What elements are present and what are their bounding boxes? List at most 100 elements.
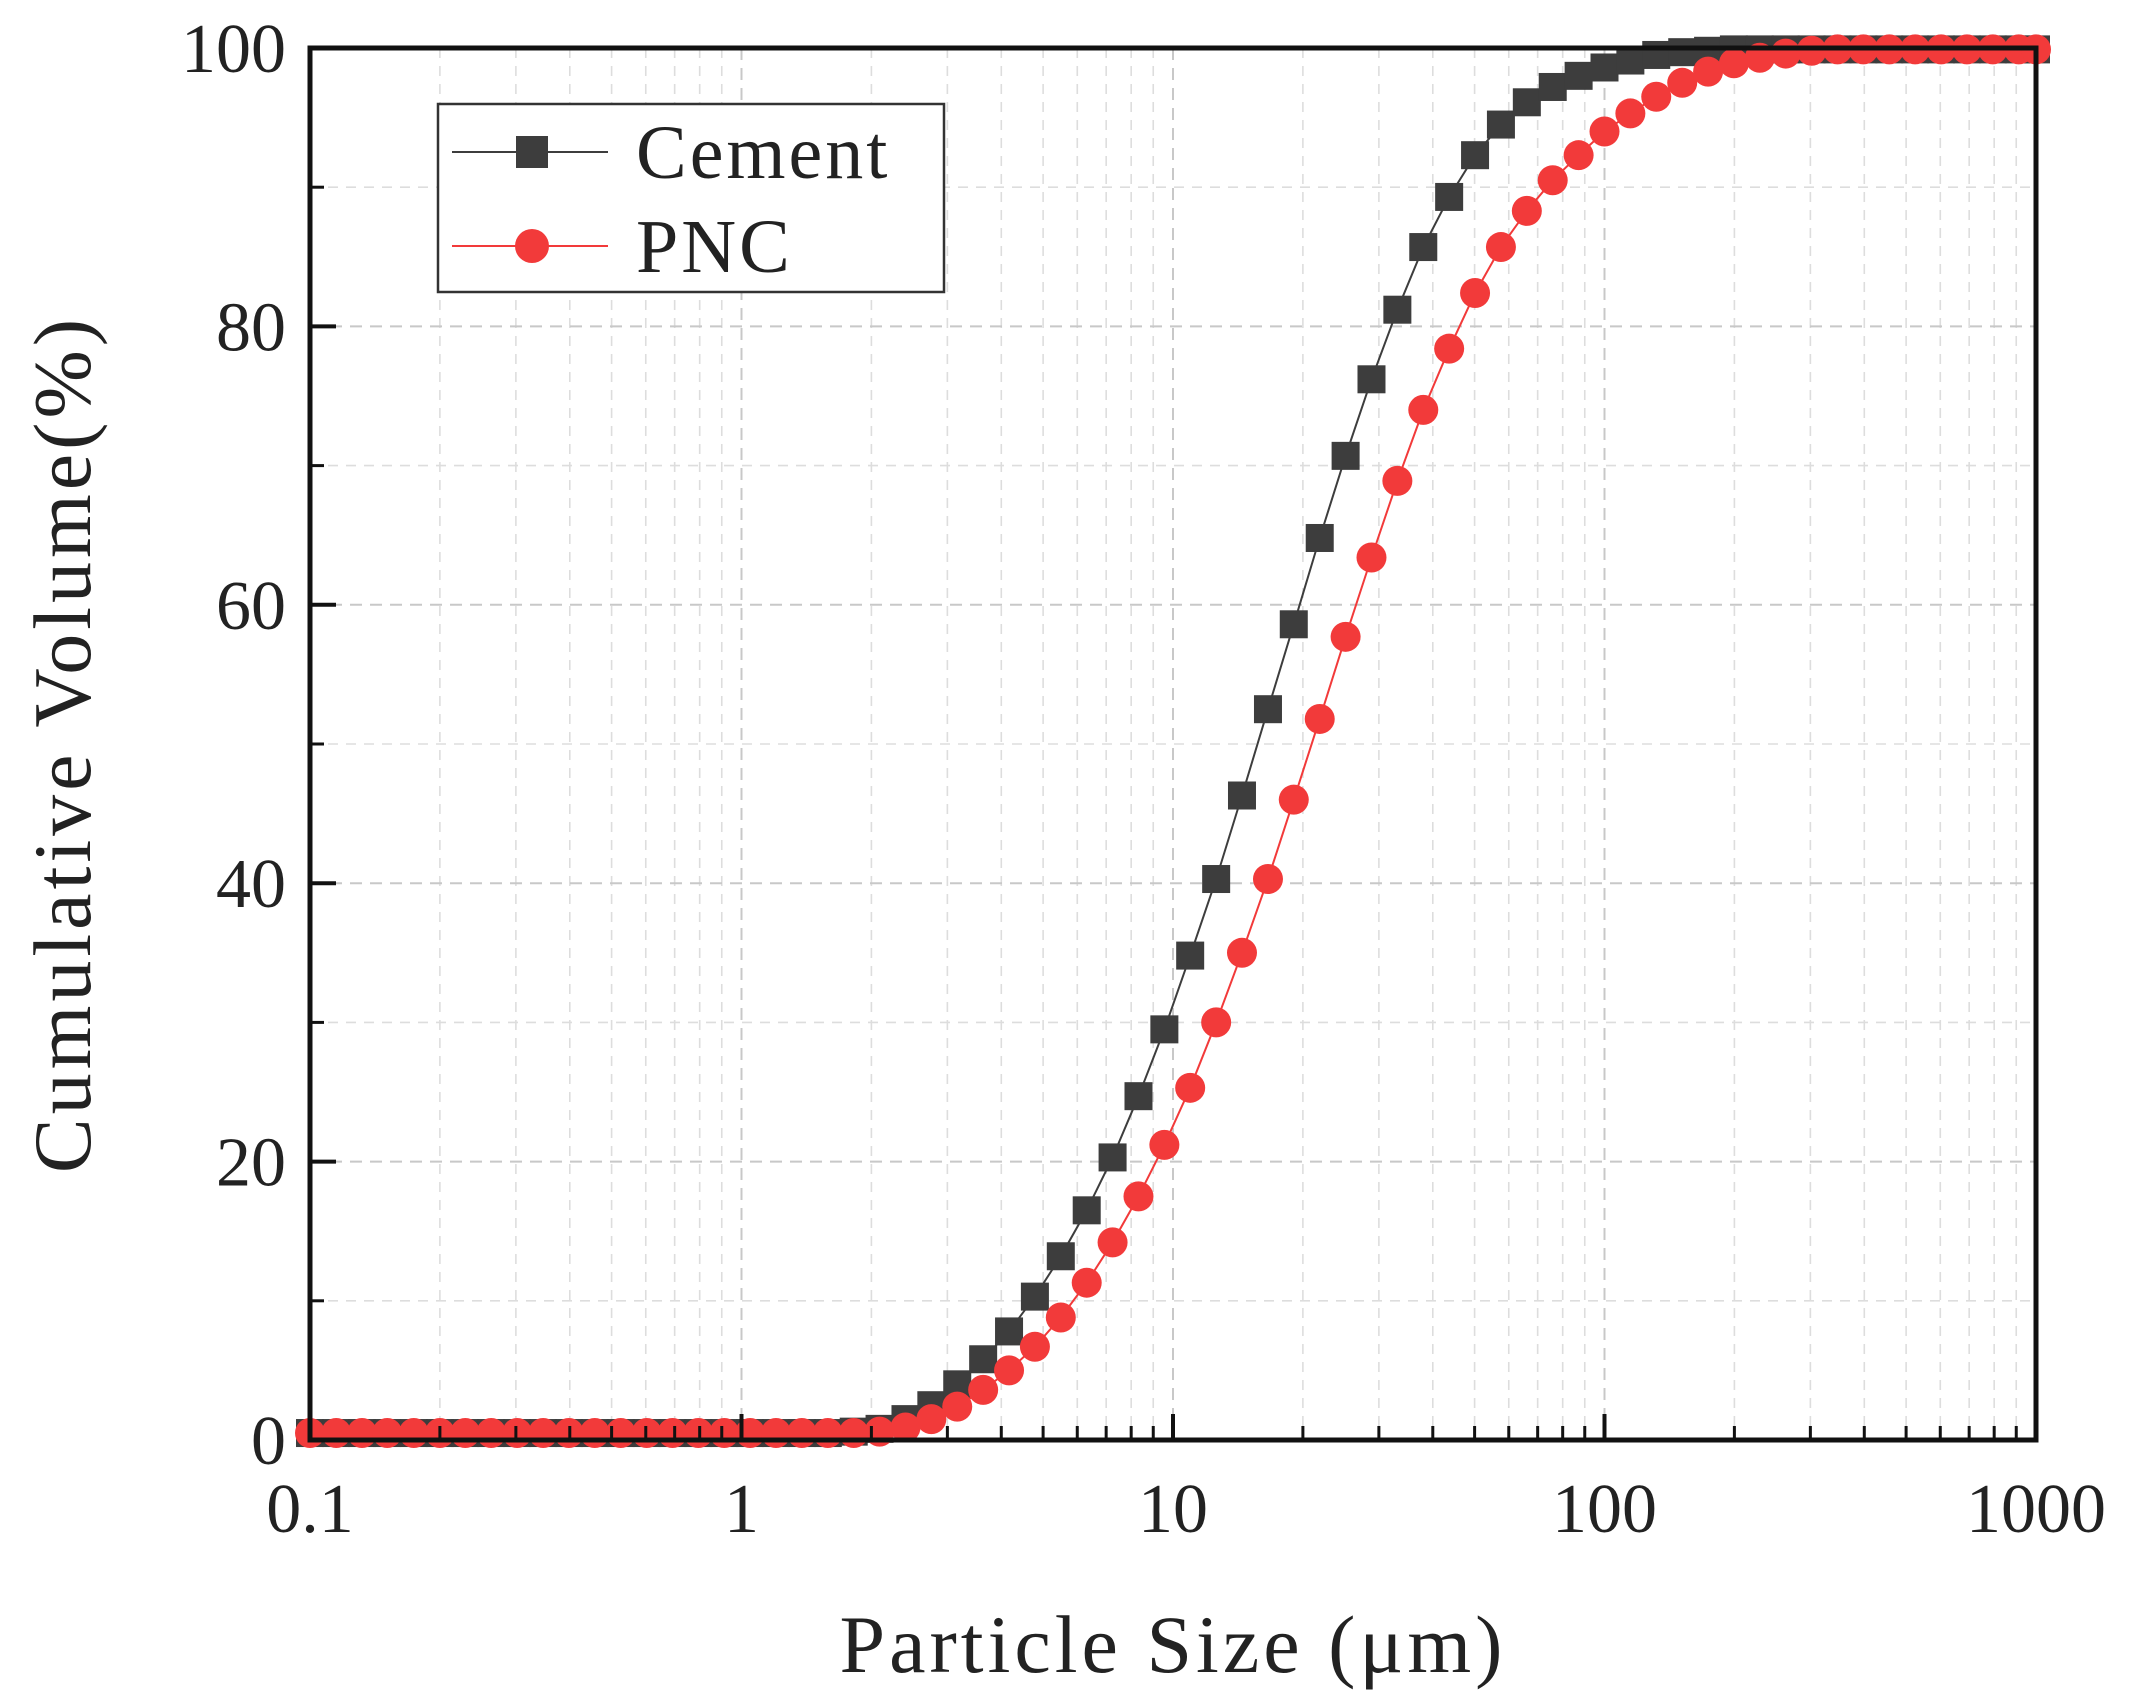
legend-label: PNC — [636, 205, 793, 289]
data-point-cement — [1461, 141, 1490, 170]
data-point-pnc — [476, 1418, 507, 1449]
data-point-pnc — [1382, 465, 1413, 496]
data-point-cement — [1176, 941, 1205, 970]
legend-marker-square — [516, 136, 548, 168]
data-point-cement — [1616, 46, 1645, 75]
data-point-pnc — [1563, 140, 1594, 171]
x-tick-label: 1 — [724, 1471, 759, 1548]
data-point-cement — [1486, 110, 1515, 139]
y-tick-label: 0 — [251, 1403, 286, 1480]
y-tick-label: 20 — [216, 1125, 286, 1202]
y-tick-label: 100 — [181, 11, 286, 88]
data-point-cement — [1098, 1143, 1127, 1172]
data-point-cement — [1150, 1015, 1179, 1044]
data-point-pnc — [528, 1418, 559, 1449]
data-point-pnc — [916, 1404, 947, 1435]
data-point-pnc — [657, 1418, 688, 1449]
data-point-pnc — [1537, 165, 1568, 196]
x-axis-title: Particle Size (μm) — [840, 1599, 1507, 1690]
data-point-pnc — [450, 1418, 481, 1449]
legend-marker-circle — [515, 229, 549, 263]
data-point-cement — [1046, 1242, 1075, 1271]
data-point-pnc — [1615, 98, 1646, 129]
data-point-cement — [1590, 53, 1619, 82]
data-point-cement — [1435, 182, 1464, 211]
data-point-pnc — [1641, 81, 1672, 112]
data-point-pnc — [1330, 621, 1361, 652]
data-point-pnc — [1201, 1007, 1232, 1038]
data-point-pnc — [1460, 277, 1491, 308]
data-point-pnc — [1149, 1129, 1180, 1160]
legend-label: Cement — [636, 111, 890, 195]
data-point-pnc — [1278, 784, 1309, 815]
y-tick-label: 40 — [216, 846, 286, 923]
data-point-pnc — [1019, 1331, 1050, 1362]
data-point-cement — [1512, 88, 1541, 117]
data-point-pnc — [709, 1418, 740, 1449]
data-point-pnc — [1511, 195, 1542, 226]
x-tick-label: 10 — [1138, 1471, 1208, 1548]
data-point-cement — [1072, 1196, 1101, 1225]
data-point-cement — [1202, 865, 1231, 894]
data-point-pnc — [1718, 48, 1749, 79]
data-point-cement — [1227, 781, 1256, 810]
data-point-cement — [969, 1345, 998, 1374]
data-point-pnc — [1408, 394, 1439, 425]
data-point-pnc — [968, 1374, 999, 1405]
data-point-pnc — [1123, 1181, 1154, 1212]
y-tick-label: 60 — [216, 568, 286, 645]
data-point-cement — [1409, 233, 1438, 262]
data-point-pnc — [1097, 1227, 1128, 1258]
x-tick-label: 1000 — [1966, 1471, 2106, 1548]
legend-box — [436, 102, 946, 294]
data-point-pnc — [1071, 1267, 1102, 1298]
data-point-pnc — [398, 1418, 429, 1449]
data-point-pnc — [760, 1418, 791, 1449]
data-point-pnc — [1045, 1302, 1076, 1333]
data-point-pnc — [942, 1391, 973, 1422]
data-point-cement — [1305, 523, 1334, 552]
data-point-pnc — [1796, 35, 1827, 66]
data-point-cement — [1020, 1282, 1049, 1311]
data-point-pnc — [1252, 864, 1283, 895]
data-point-pnc — [1356, 542, 1387, 573]
data-point-pnc — [812, 1418, 843, 1449]
data-point-cement — [1124, 1082, 1153, 1111]
data-point-pnc — [1226, 937, 1257, 968]
data-point-cement — [1564, 61, 1593, 90]
data-point-cement — [1253, 695, 1282, 724]
data-point-pnc — [1693, 56, 1724, 87]
data-point-pnc — [890, 1412, 921, 1443]
data-point-pnc — [1304, 703, 1335, 734]
data-point-cement — [1331, 441, 1360, 470]
y-tick-label: 80 — [216, 289, 286, 366]
legend-entry-cement: Cement — [452, 111, 890, 195]
data-point-pnc — [786, 1418, 817, 1449]
data-point-pnc — [838, 1418, 869, 1449]
data-point-cement — [1668, 38, 1697, 67]
tick-layer: 0.1 1 10 100 1000 0 20 40 60 80 100 — [181, 11, 2106, 1548]
data-point-pnc — [579, 1418, 610, 1449]
data-point-pnc — [1485, 232, 1516, 263]
data-point-pnc — [321, 1418, 352, 1449]
data-point-pnc — [1770, 38, 1801, 69]
data-point-pnc — [1589, 116, 1620, 147]
legend: Cement PNC — [436, 102, 946, 294]
data-point-pnc — [1175, 1072, 1206, 1103]
data-point-cement — [1279, 610, 1308, 639]
y-axis-title: Cumulative Volume(%) — [17, 315, 108, 1173]
data-point-cement — [995, 1317, 1024, 1346]
data-point-cement — [1357, 365, 1386, 394]
data-point-pnc — [1667, 67, 1698, 98]
data-point-pnc — [994, 1355, 1025, 1386]
series-layer — [295, 34, 2051, 1449]
x-tick-label: 100 — [1552, 1471, 1657, 1548]
data-point-cement — [1383, 295, 1412, 324]
x-tick-label: 0.1 — [266, 1471, 354, 1548]
data-point-pnc — [372, 1418, 403, 1449]
legend-entry-pnc: PNC — [452, 205, 793, 289]
data-point-cement — [1538, 72, 1567, 101]
data-point-pnc — [1434, 333, 1465, 364]
